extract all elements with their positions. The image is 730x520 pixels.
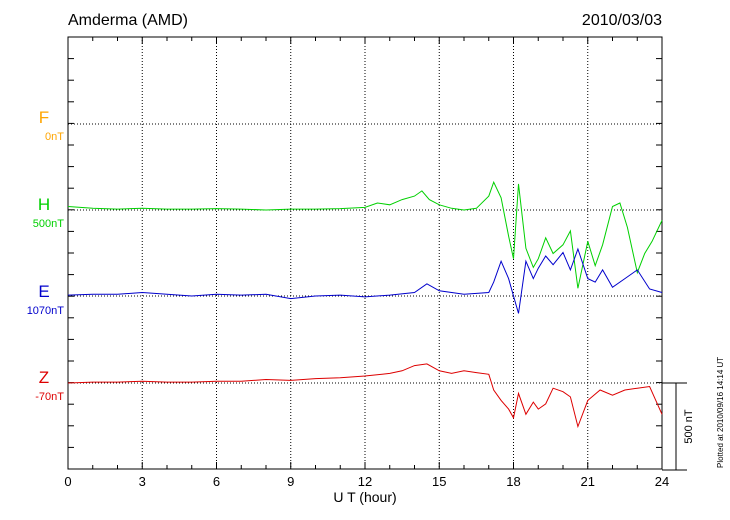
series-layer: [67, 180, 663, 429]
x-tick-label: 6: [213, 474, 220, 489]
x-tick-label: 21: [581, 474, 595, 489]
series-line-h: [67, 180, 663, 289]
plotted-timestamp: Plotted at 2010/09/16 14:14 UT: [716, 356, 725, 468]
series-label-f: F: [38, 108, 50, 127]
scale-bar-label: 500 nT: [683, 409, 695, 444]
series-baseline-z: -70nT: [35, 391, 64, 403]
series-baseline-h: 500nT: [32, 218, 64, 230]
x-tick-label: 0: [64, 474, 71, 489]
series-line-z: [67, 363, 663, 429]
x-tick-label: 15: [432, 474, 446, 489]
series-label-z: Z: [38, 368, 50, 387]
station-title: Amderma (AMD): [68, 12, 189, 29]
x-axis-title: U T (hour): [333, 489, 397, 505]
x-tick-label: 24: [655, 474, 669, 489]
series-label-e: E: [38, 282, 50, 301]
x-tick-label: 18: [506, 474, 520, 489]
series-baseline-e: 1070nT: [26, 305, 64, 317]
series-label-h: H: [37, 195, 51, 214]
scale-bar: 500 nT: [662, 382, 695, 471]
x-tick-label: 3: [139, 474, 146, 489]
x-tick-label: 12: [358, 474, 372, 489]
series-line-e: [67, 247, 663, 314]
series-baseline-f: 0nT: [45, 131, 64, 143]
chart-date: 2010/03/03: [581, 12, 662, 29]
x-tick-label: 9: [287, 474, 294, 489]
axes: 0 3 6 9 12 15 18 21 24: [64, 36, 669, 489]
